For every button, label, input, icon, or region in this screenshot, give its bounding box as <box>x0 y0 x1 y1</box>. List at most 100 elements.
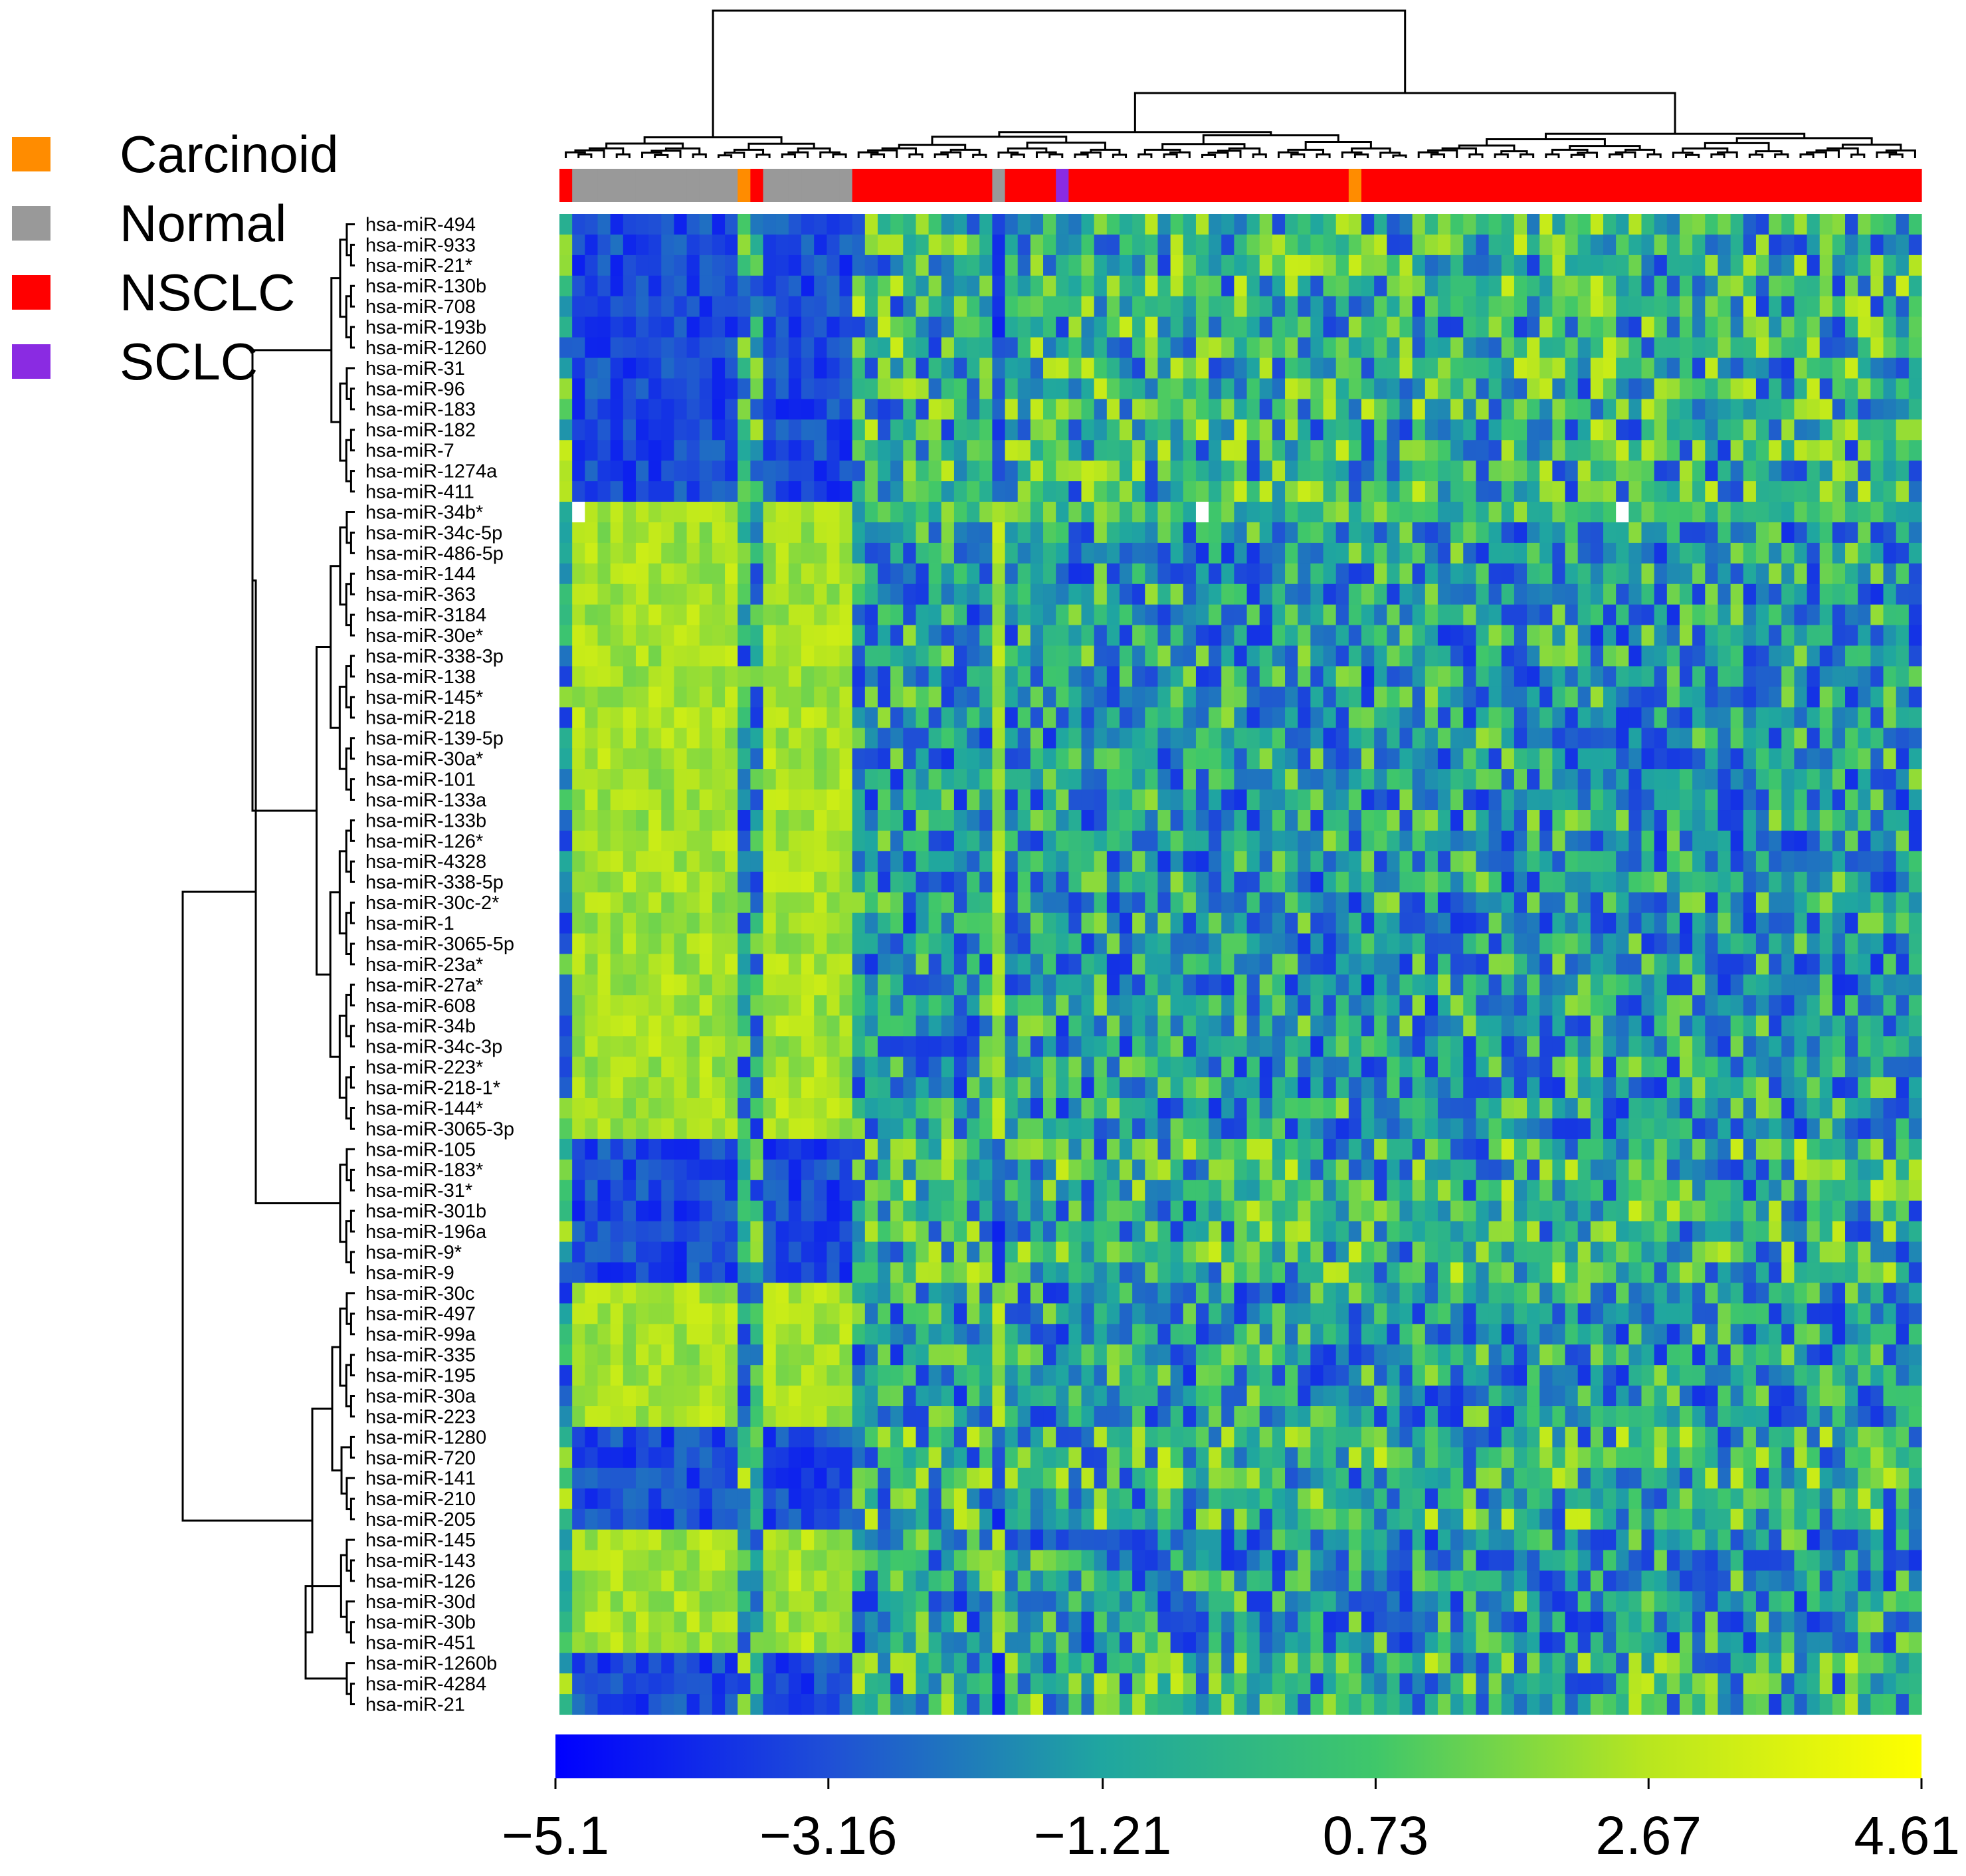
heatmap-cell <box>572 378 585 399</box>
heatmap-cell <box>1603 789 1617 811</box>
heatmap-cell <box>1323 995 1337 1016</box>
heatmap-cell <box>979 789 993 811</box>
heatmap-cell <box>1361 296 1375 318</box>
heatmap-cell <box>1794 604 1808 626</box>
heatmap-cell <box>1730 378 1744 399</box>
heatmap-cell <box>1043 214 1056 235</box>
heatmap-cell <box>1157 912 1171 934</box>
heatmap-cell <box>967 769 980 790</box>
heatmap-cell <box>1832 912 1846 934</box>
heatmap-cell <box>1755 440 1769 461</box>
heatmap-cell <box>890 769 904 790</box>
heatmap-cell <box>1081 583 1095 605</box>
heatmap-cell <box>1590 810 1604 831</box>
heatmap-cell <box>1450 337 1464 359</box>
heatmap-cell <box>1577 461 1591 482</box>
heatmap-cell <box>597 1077 611 1098</box>
heatmap-cell <box>1819 954 1833 976</box>
heatmap-cell <box>1017 728 1031 749</box>
heatmap-cell <box>623 275 637 297</box>
heatmap-cell <box>1603 563 1617 585</box>
heatmap-cell <box>1450 399 1464 420</box>
heatmap-cell <box>1807 604 1820 626</box>
heatmap-cell <box>725 502 738 523</box>
heatmap-cell <box>1399 275 1413 297</box>
heatmap-cell <box>1539 358 1553 379</box>
heatmap-cell <box>1068 316 1082 338</box>
heatmap-cell <box>839 337 853 359</box>
heatmap-cell <box>1896 481 1910 502</box>
heatmap-cell <box>1348 728 1362 749</box>
heatmap-cell <box>1081 769 1095 790</box>
heatmap-cell <box>1259 337 1273 359</box>
heatmap-cell <box>928 769 942 790</box>
heatmap-cell <box>852 871 866 893</box>
heatmap-cell <box>1017 440 1031 461</box>
heatmap-cell <box>635 789 649 811</box>
heatmap-cell <box>1463 337 1477 359</box>
heatmap-cell <box>635 748 649 770</box>
heatmap-cell <box>1056 542 1069 564</box>
heatmap-cell <box>648 789 662 811</box>
heatmap-cell <box>1488 707 1502 728</box>
heatmap-cell <box>1195 502 1209 523</box>
heatmap-cell <box>1590 481 1604 502</box>
heatmap-cell <box>686 830 700 852</box>
heatmap-cell <box>1858 399 1871 420</box>
heatmap-cell <box>928 645 942 667</box>
heatmap-cell <box>788 666 802 688</box>
heatmap-cell <box>750 563 764 585</box>
heatmap-cell <box>1195 522 1209 544</box>
dendrogram-branch <box>1672 152 1694 158</box>
heatmap-cell <box>903 563 917 585</box>
heatmap-cell <box>1425 851 1438 873</box>
heatmap-cell <box>1819 481 1833 502</box>
heatmap-cell <box>635 481 649 502</box>
heatmap-cell <box>686 358 700 379</box>
heatmap-cell <box>967 522 980 544</box>
heatmap-cell <box>1476 316 1490 338</box>
heatmap-cell <box>1858 440 1871 461</box>
heatmap-cell <box>1094 461 1108 482</box>
heatmap-cell <box>1119 255 1133 276</box>
heatmap-cell <box>725 728 738 749</box>
heatmap-cell <box>1221 1098 1235 1119</box>
heatmap-cell <box>1132 316 1145 338</box>
heatmap-cell <box>1616 1057 1629 1078</box>
heatmap-cell <box>1399 1057 1413 1078</box>
heatmap-cell <box>814 728 827 749</box>
heatmap-cell <box>1870 234 1884 256</box>
group-bar-cell-nsclc <box>890 169 904 202</box>
heatmap-cell <box>1437 1077 1451 1098</box>
heatmap-cell <box>623 1015 637 1037</box>
heatmap-cell <box>750 275 764 297</box>
heatmap-cell <box>1870 789 1884 811</box>
heatmap-cell <box>1285 707 1298 728</box>
heatmap-cell <box>597 563 611 585</box>
heatmap-cell <box>1132 234 1145 256</box>
heatmap-cell <box>1794 871 1808 893</box>
group-bar-cell-nsclc <box>1005 169 1019 202</box>
heatmap-cell <box>661 645 675 667</box>
dendrogram-branch <box>345 1600 355 1633</box>
heatmap-cell <box>1209 337 1222 359</box>
heatmap-cell <box>1819 1057 1833 1078</box>
heatmap-cell <box>1769 461 1782 482</box>
heatmap-cell <box>979 378 993 399</box>
heatmap-cell <box>763 830 777 852</box>
heatmap-cell <box>1081 871 1095 893</box>
heatmap-cell <box>1666 974 1680 995</box>
heatmap-cell <box>928 1077 942 1098</box>
heatmap-cell <box>1450 502 1464 523</box>
heatmap-cell <box>585 440 599 461</box>
heatmap-cell <box>1119 440 1133 461</box>
heatmap-cell <box>1896 1077 1910 1098</box>
heatmap-cell <box>1883 666 1897 688</box>
heatmap-cell <box>635 358 649 379</box>
heatmap-cell <box>1335 789 1349 811</box>
heatmap-cell <box>953 399 967 420</box>
heatmap-cell <box>674 1036 688 1057</box>
heatmap-cell <box>1794 440 1808 461</box>
heatmap-cell <box>1565 974 1579 995</box>
heatmap-cell <box>1858 481 1871 502</box>
